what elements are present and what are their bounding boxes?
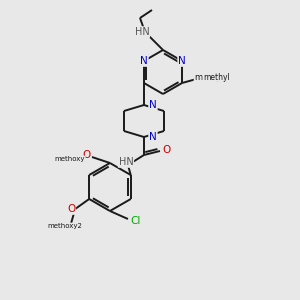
Text: methyl: methyl [203,73,230,82]
Text: O: O [83,150,91,160]
Text: O: O [163,145,171,155]
Text: N: N [149,132,157,142]
Text: methoxy: methoxy [55,156,85,162]
Text: Cl: Cl [131,216,141,226]
Text: N: N [178,56,186,66]
Text: HN: HN [118,157,133,167]
Text: N: N [140,56,148,66]
Text: O: O [67,204,75,214]
Text: N: N [149,100,157,110]
Text: methoxy2: methoxy2 [48,223,82,229]
Text: HN: HN [135,27,149,37]
Text: methyl: methyl [194,73,224,82]
